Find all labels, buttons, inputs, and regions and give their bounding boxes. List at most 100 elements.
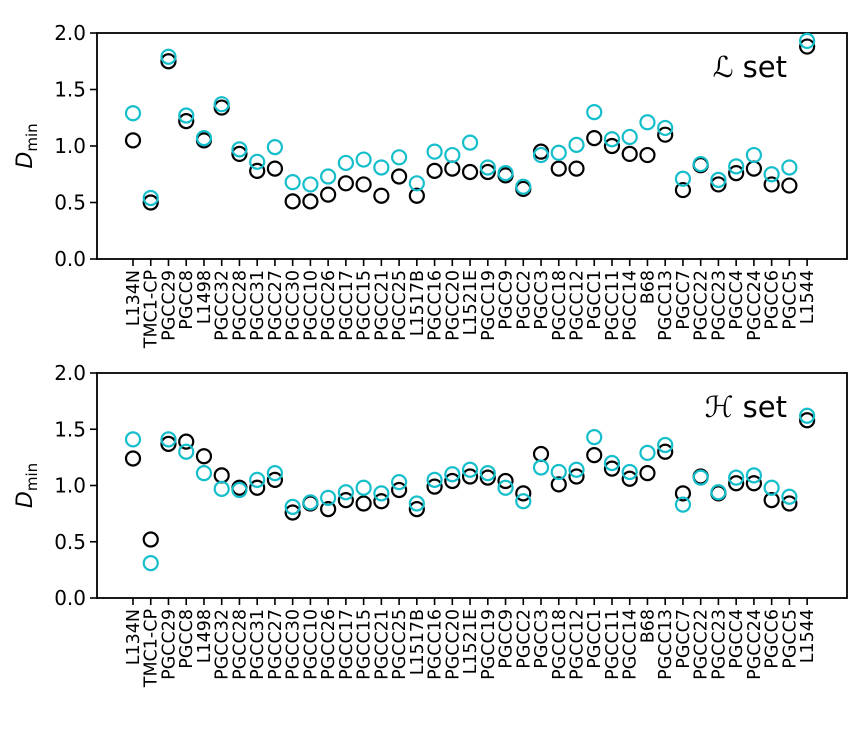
x-tick-label: TMC1-CP	[142, 270, 162, 349]
data-point-marker	[391, 481, 408, 499]
data-point-marker	[515, 493, 532, 510]
data-point-marker	[160, 431, 177, 448]
data-point-marker	[160, 53, 177, 70]
data-point-marker	[231, 481, 248, 499]
data-point-marker	[178, 433, 195, 450]
x-tick-label: PGCC26	[319, 609, 339, 680]
data-point-marker	[337, 154, 354, 172]
data-point-marker	[302, 494, 319, 511]
data-point-marker	[444, 472, 461, 490]
data-point-marker	[284, 498, 301, 515]
data-point-marker	[799, 32, 816, 50]
data-point-marker	[621, 470, 638, 487]
data-point-marker	[745, 146, 763, 164]
data-point-marker	[515, 485, 532, 502]
data-point-marker	[142, 189, 159, 207]
data-point-marker	[461, 468, 479, 485]
data-point-marker	[639, 114, 656, 131]
x-tick-label: PGCC4	[727, 609, 747, 669]
y-tick-label: 1.5	[54, 417, 86, 441]
x-tick-label: PGCC7	[674, 609, 694, 669]
data-point-marker	[391, 149, 408, 166]
x-tick-label: PGCC14	[621, 270, 641, 341]
x-tick-label: L1517B	[408, 609, 428, 675]
data-point-marker	[781, 488, 798, 505]
x-tick-label: PGCC2	[514, 270, 534, 330]
data-point-marker	[763, 479, 780, 496]
x-tick-label: PGCC20	[443, 270, 463, 341]
data-point-marker	[461, 461, 479, 478]
data-point-marker	[692, 155, 709, 173]
x-tick-label: PGCC23	[709, 270, 729, 341]
data-point-marker	[799, 38, 816, 55]
x-tick-label: B68	[638, 270, 658, 304]
data-point-marker	[781, 177, 798, 194]
x-tick-label: PGCC30	[284, 609, 304, 680]
x-tick-label: PGCC25	[390, 270, 410, 341]
data-point-marker	[355, 479, 372, 496]
data-point-marker	[621, 463, 638, 481]
data-point-marker	[674, 485, 692, 502]
data-point-marker	[692, 469, 709, 486]
data-point-marker	[266, 160, 284, 177]
x-tick-label: PGCC9	[497, 609, 517, 669]
data-point-marker	[603, 137, 621, 155]
x-tick-label: PGCC16	[426, 609, 446, 680]
series-black	[124, 38, 816, 211]
x-tick-label: L1544	[798, 270, 818, 324]
x-tick-label: PGCC29	[159, 609, 179, 680]
x-tick-label: PGCC19	[479, 270, 499, 341]
data-point-marker	[728, 469, 745, 486]
data-point-marker	[355, 176, 372, 193]
data-point-marker	[781, 495, 798, 512]
x-tick-label: PGCC23	[709, 609, 729, 680]
series-cyan	[124, 32, 816, 207]
data-point-marker	[550, 463, 567, 481]
data-point-marker	[479, 163, 496, 181]
data-point-marker	[657, 119, 674, 137]
data-point-marker	[408, 187, 425, 204]
data-point-marker	[639, 146, 656, 164]
data-point-marker	[160, 435, 177, 452]
data-point-marker	[426, 143, 443, 160]
data-point-marker	[178, 113, 195, 130]
data-point-marker	[444, 160, 461, 177]
series-black	[124, 412, 816, 548]
x-tick-label: PGCC15	[355, 609, 375, 680]
data-point-marker	[249, 471, 266, 488]
data-point-marker	[426, 471, 443, 488]
data-point-marker	[142, 531, 159, 548]
x-tick-label: PGCC5	[780, 270, 800, 330]
data-point-marker	[142, 194, 159, 211]
x-tick-label: L1521E	[461, 609, 481, 674]
x-tick-label: L1517B	[408, 270, 428, 336]
data-point-marker	[249, 162, 266, 179]
data-point-marker	[249, 479, 266, 496]
data-point-marker	[320, 501, 337, 518]
y-axis-label: Dmin	[13, 463, 41, 508]
x-tick-label: PGCC31	[248, 609, 268, 680]
x-tick-label: PGCC30	[284, 270, 304, 341]
y-tick-label: 1.0	[54, 474, 86, 498]
data-point-marker	[195, 448, 213, 465]
data-point-marker	[249, 153, 266, 170]
data-point-marker	[213, 480, 230, 497]
data-point-marker	[657, 436, 674, 454]
y-tick-label: 0.5	[54, 530, 86, 554]
x-tick-label: PGCC15	[355, 270, 375, 341]
x-tick-label: PGCC22	[692, 609, 712, 680]
y-tick-label: 1.5	[54, 78, 86, 102]
data-point-marker	[532, 445, 550, 463]
y-tick-label: 2.0	[54, 21, 86, 45]
x-tick-label: PGCC21	[372, 270, 392, 341]
x-tick-label: PGCC32	[213, 609, 233, 680]
data-point-marker	[391, 168, 408, 185]
x-tick-label: PGCC11	[603, 609, 623, 680]
data-point-marker	[515, 178, 532, 195]
x-tick-label: PGCC5	[780, 609, 800, 669]
data-point-marker	[603, 454, 621, 472]
data-point-marker	[497, 165, 514, 182]
data-point-marker	[195, 129, 213, 147]
data-point-marker	[408, 495, 425, 512]
